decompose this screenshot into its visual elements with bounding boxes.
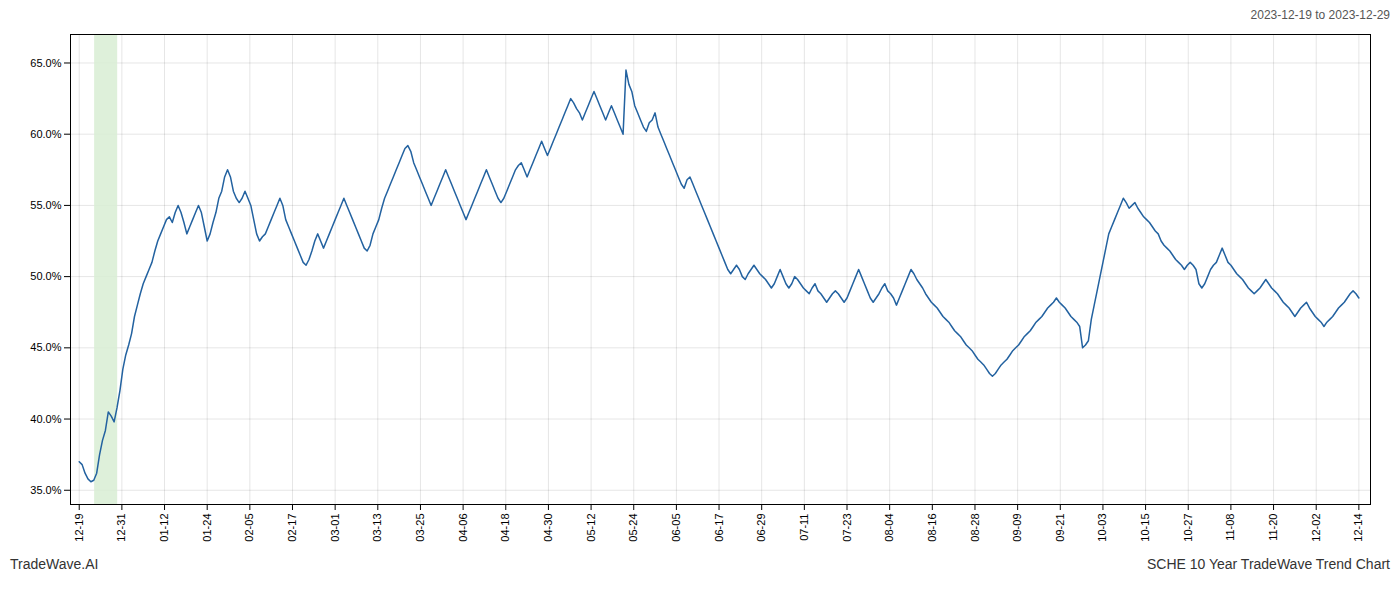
svg-text:04-18: 04-18	[499, 514, 511, 542]
svg-text:09-21: 09-21	[1054, 514, 1066, 542]
svg-text:08-28: 08-28	[968, 514, 980, 542]
svg-text:45.0%: 45.0%	[30, 341, 61, 353]
svg-text:01-24: 01-24	[201, 514, 213, 542]
svg-text:50.0%: 50.0%	[30, 270, 61, 282]
svg-text:03-13: 03-13	[371, 514, 383, 542]
svg-text:40.0%: 40.0%	[30, 413, 61, 425]
svg-text:12-19: 12-19	[73, 514, 85, 542]
svg-text:06-29: 06-29	[755, 514, 767, 542]
svg-text:55.0%: 55.0%	[30, 199, 61, 211]
svg-text:07-11: 07-11	[798, 514, 810, 541]
svg-text:35.0%: 35.0%	[30, 484, 61, 496]
html-text:TradeWave.AI: TradeWave.AI	[10, 556, 99, 572]
svg-text:11-08: 11-08	[1224, 514, 1236, 541]
svg-text:05-24: 05-24	[627, 514, 639, 542]
svg-text:10-03: 10-03	[1096, 514, 1108, 542]
svg-text:02-17: 02-17	[286, 514, 298, 542]
svg-text:12-31: 12-31	[115, 514, 127, 542]
svg-text:08-04: 08-04	[883, 514, 895, 542]
html-text:2023-12-19 to 2023-12-29: 2023-12-19 to 2023-12-29	[1250, 8, 1390, 22]
svg-text:10-15: 10-15	[1139, 514, 1151, 542]
svg-text:12-14: 12-14	[1352, 514, 1364, 542]
html-text:SCHE 10 Year TradeWave Trend C: SCHE 10 Year TradeWave Trend Chart	[1146, 556, 1390, 572]
svg-text:60.0%: 60.0%	[30, 128, 61, 140]
svg-text:04-30: 04-30	[542, 514, 554, 542]
svg-text:04-06: 04-06	[457, 514, 469, 542]
svg-text:05-12: 05-12	[585, 514, 597, 542]
svg-text:01-12: 01-12	[158, 514, 170, 542]
svg-text:11-20: 11-20	[1267, 514, 1279, 541]
svg-text:07-23: 07-23	[841, 514, 853, 542]
svg-text:65.0%: 65.0%	[30, 57, 61, 69]
svg-text:09-09: 09-09	[1011, 514, 1023, 542]
svg-text:03-25: 03-25	[414, 514, 426, 542]
svg-text:08-16: 08-16	[926, 514, 938, 542]
svg-text:06-05: 06-05	[670, 514, 682, 542]
svg-text:12-02: 12-02	[1310, 514, 1322, 542]
svg-text:03-01: 03-01	[329, 514, 341, 542]
svg-text:10-27: 10-27	[1182, 514, 1194, 542]
svg-text:06-17: 06-17	[713, 514, 725, 542]
svg-text:02-05: 02-05	[243, 514, 255, 542]
